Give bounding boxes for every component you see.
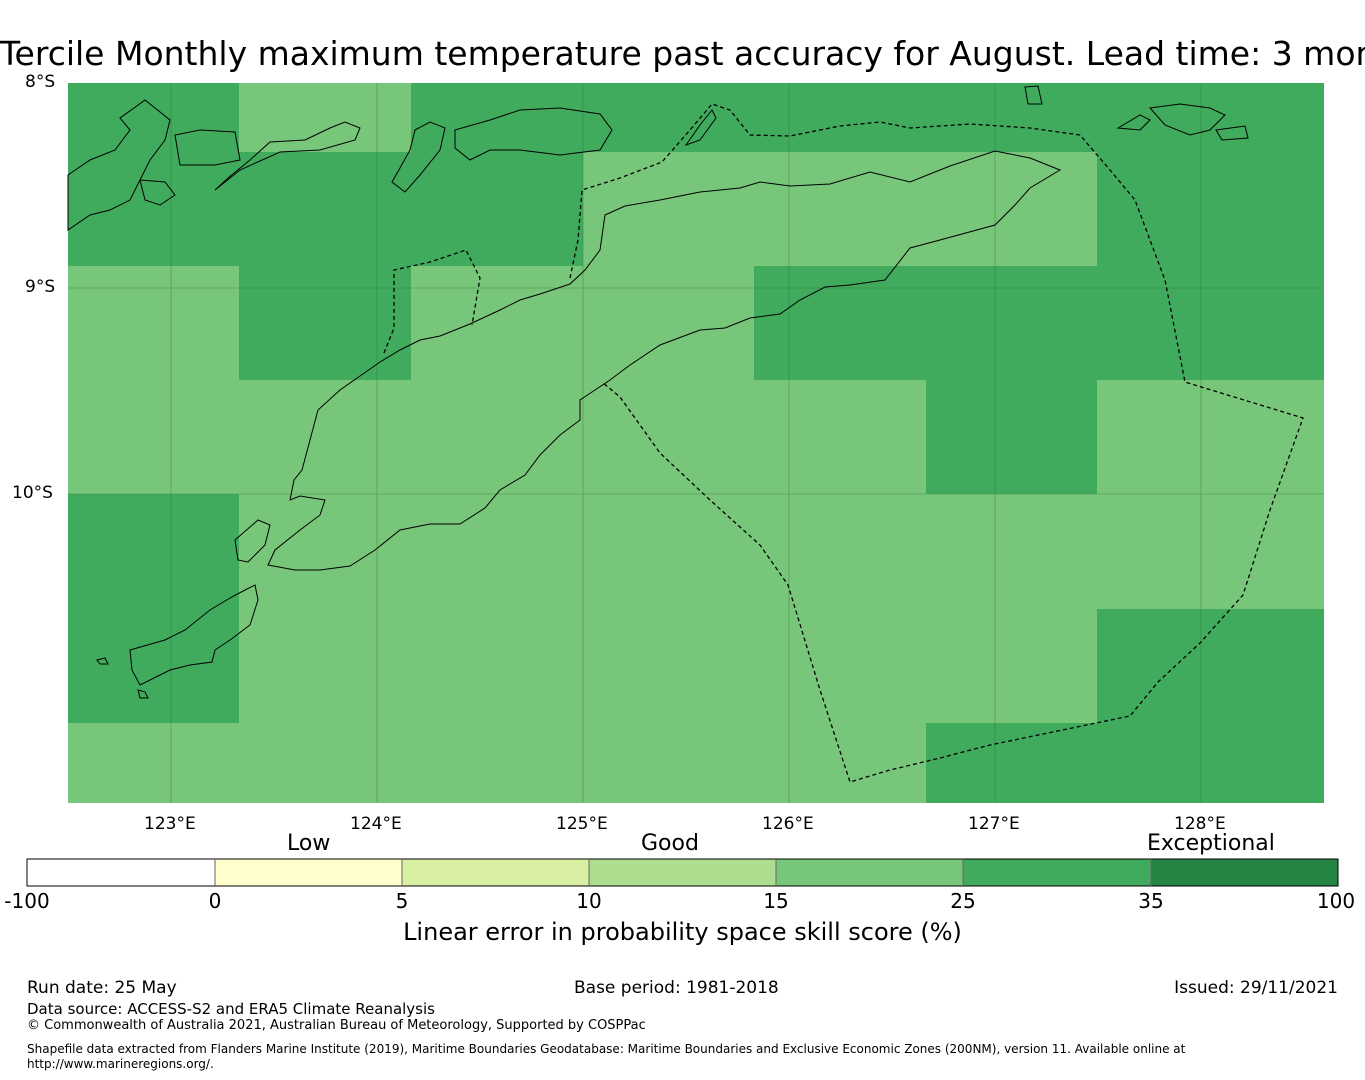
colorbar-axis-label: Linear error in probability space skill … xyxy=(403,918,962,946)
legend-tick: 15 xyxy=(763,889,789,913)
atauro-island xyxy=(684,109,717,146)
legend-tick: 35 xyxy=(1138,889,1164,913)
lon-label-128e: 128°E xyxy=(1174,814,1226,834)
colorbar-segment-10-15 xyxy=(589,859,776,886)
shapefile-credit-line1: Shapefile data extracted from Flanders M… xyxy=(27,1042,1186,1056)
lat-label-10s: 10°S xyxy=(12,483,53,503)
legend-category-low: Low xyxy=(287,831,331,856)
legend-tick: 0 xyxy=(208,889,222,913)
run-date: Run date: 25 May xyxy=(27,978,177,998)
issued-date: Issued: 29/11/2021 xyxy=(1174,978,1338,998)
lat-label-9s: 9°S xyxy=(25,277,56,297)
colorbar-segment-35-100 xyxy=(1151,859,1338,886)
colorbar-segment-5-10 xyxy=(402,859,589,886)
skill-grid xyxy=(68,83,1324,803)
flores-islands xyxy=(67,99,361,231)
colorbar-segment-15-25 xyxy=(776,859,963,886)
lon-label-125e: 125°E xyxy=(556,814,608,834)
legend-category-good: Good xyxy=(641,831,699,856)
eez-boundary xyxy=(383,103,1304,783)
timor-island xyxy=(267,150,1062,571)
legend-tick: 100 xyxy=(1316,889,1356,913)
base-period: Base period: 1981-2018 xyxy=(574,978,779,998)
lon-label-123e: 123°E xyxy=(144,814,196,834)
colorbar-segment-0-5 xyxy=(215,859,402,886)
coastlines xyxy=(67,85,1249,699)
legend-tick: 25 xyxy=(950,889,976,913)
lat-label-8s: 8°S xyxy=(25,72,56,92)
map-title: Tercile Monthly maximum temperature past… xyxy=(0,34,1365,73)
colorbar-segment-neg100-0 xyxy=(27,859,215,886)
legend-tick: -100 xyxy=(4,889,50,913)
copyright: © Commonwealth of Australia 2021, Austra… xyxy=(27,1018,646,1033)
alor-islands xyxy=(391,107,613,193)
lon-label-124e: 124°E xyxy=(350,814,402,834)
legend-tick: 10 xyxy=(576,889,602,913)
colorbar xyxy=(26,858,1339,887)
legend-category-exceptional: Exceptional xyxy=(1147,831,1275,856)
colorbar-segment-25-35 xyxy=(963,859,1151,886)
legend-tick: 5 xyxy=(395,889,409,913)
data-source: Data source: ACCESS-S2 and ERA5 Climate … xyxy=(27,1000,435,1018)
lon-label-126e: 126°E xyxy=(762,814,814,834)
sumba-savu-islands xyxy=(96,519,271,699)
wetar-islands xyxy=(1024,85,1249,141)
lon-label-127e: 127°E xyxy=(968,814,1020,834)
shapefile-credit-line2: http://www.marineregions.org/. xyxy=(27,1057,214,1071)
graticule xyxy=(68,83,1324,803)
